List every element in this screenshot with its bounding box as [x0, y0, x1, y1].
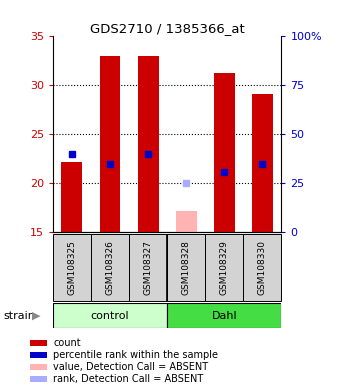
Bar [205, 234, 243, 301]
Text: GSM108329: GSM108329 [220, 240, 229, 295]
Text: ▶: ▶ [32, 311, 41, 321]
Bar [176, 211, 197, 232]
Bar [30, 339, 47, 346]
Text: strain: strain [3, 311, 35, 321]
Bar [243, 234, 281, 301]
Text: GSM108330: GSM108330 [258, 240, 267, 295]
Text: GSM108326: GSM108326 [105, 240, 115, 295]
Text: rank, Detection Call = ABSENT: rank, Detection Call = ABSENT [53, 374, 204, 384]
Bar [61, 162, 83, 232]
Bar [91, 234, 129, 301]
Title: GDS2710 / 1385366_at: GDS2710 / 1385366_at [90, 22, 244, 35]
Bar [53, 234, 91, 301]
Bar [30, 364, 47, 370]
Bar [137, 56, 159, 232]
Bar [167, 234, 205, 301]
Text: GSM108328: GSM108328 [182, 240, 191, 295]
Bar [53, 303, 167, 328]
Text: value, Detection Call = ABSENT: value, Detection Call = ABSENT [53, 362, 208, 372]
Text: GSM108327: GSM108327 [144, 240, 152, 295]
Text: count: count [53, 338, 81, 348]
Bar [100, 56, 120, 232]
Text: percentile rank within the sample: percentile rank within the sample [53, 350, 218, 360]
Text: control: control [91, 311, 129, 321]
Bar [30, 376, 47, 382]
Bar [129, 234, 167, 301]
Bar [214, 73, 235, 232]
Text: GSM108325: GSM108325 [68, 240, 76, 295]
Bar [252, 94, 273, 232]
Bar [167, 303, 281, 328]
Bar [30, 352, 47, 358]
Text: Dahl: Dahl [211, 311, 237, 321]
